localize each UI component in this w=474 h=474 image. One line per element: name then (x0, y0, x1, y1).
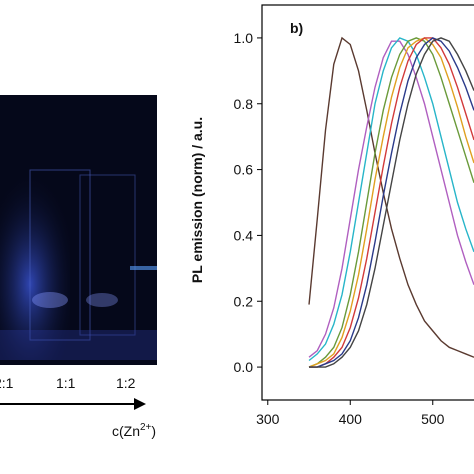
photo (0, 95, 157, 365)
series-line (308, 37, 474, 368)
ratio-label: 2:1 (0, 375, 14, 391)
y-tick-label: 0.4 (234, 227, 254, 243)
series-line (308, 37, 474, 368)
series-line (309, 37, 474, 368)
ratio-label: 1:2 (116, 375, 136, 391)
y-tick-label: 0.2 (234, 293, 254, 309)
series-line (308, 36, 474, 358)
series-line (309, 37, 474, 368)
y-tick-label: 0.6 (234, 162, 254, 178)
y-tick-label: 1.0 (234, 30, 254, 46)
y-tick-label: 0.0 (234, 359, 254, 375)
ratio-label: 1:1 (56, 375, 76, 391)
label-end: ) (151, 423, 156, 439)
plot-frame (261, 4, 474, 401)
y-tick-label: 0.8 (234, 96, 254, 112)
x-tick-label: 400 (339, 411, 363, 427)
x-tick-label: 500 (421, 411, 445, 427)
panel-label: b) (290, 20, 303, 36)
arrow-head (134, 398, 146, 410)
arrow-label: c(Zn2+) (112, 422, 156, 439)
series-line (308, 40, 474, 358)
series-line (309, 37, 474, 368)
y-axis-label: PL emission (norm) / a.u. (189, 117, 205, 283)
label-sup: 2+ (140, 422, 152, 433)
x-tick-label: 300 (256, 411, 280, 427)
series-line (308, 37, 474, 362)
label-text: c(Zn (112, 423, 140, 439)
